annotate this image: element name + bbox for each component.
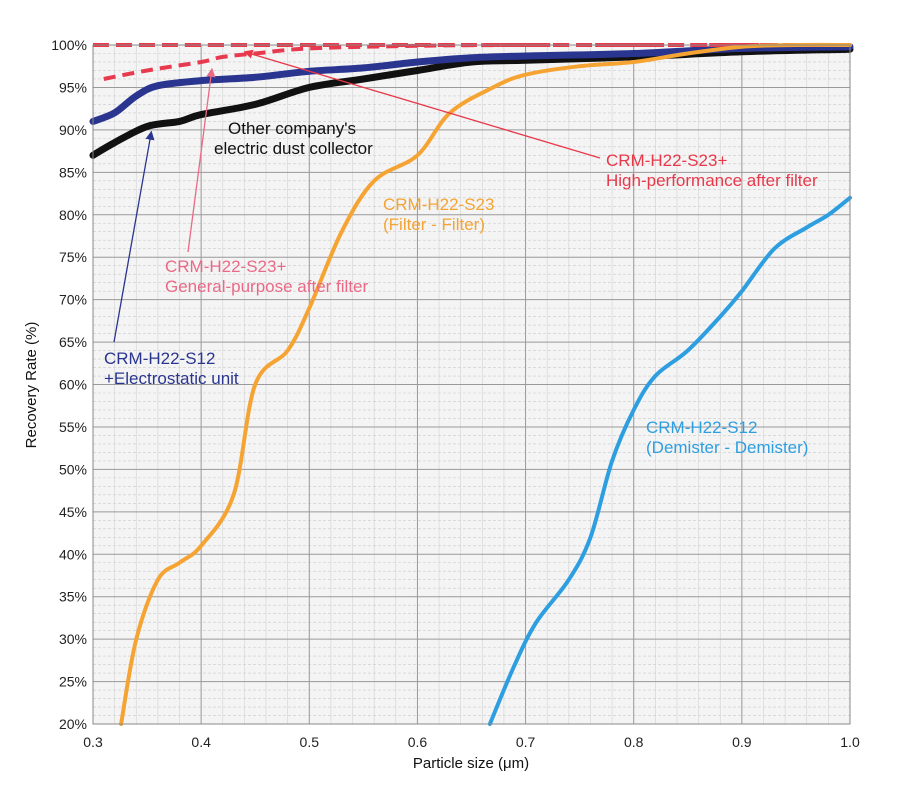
x-tick-label: 0.7 bbox=[516, 734, 536, 750]
annotation-dd-line-0: CRM-H22-S12 bbox=[646, 418, 757, 437]
y-tick-label: 55% bbox=[59, 419, 87, 435]
y-tick-label: 65% bbox=[59, 334, 87, 350]
annotation-ff-line-1: (Filter - Filter) bbox=[383, 215, 485, 234]
y-tick-label: 50% bbox=[59, 461, 87, 477]
x-axis-ticks: 0.3 0.4 0.5 0.6 0.7 0.8 0.9 1.0 bbox=[83, 734, 860, 750]
x-tick-label: 0.5 bbox=[300, 734, 320, 750]
annotation-other-line-0: Other company's bbox=[228, 119, 356, 138]
leader-electrostatic bbox=[113, 130, 155, 343]
annotation-gp-line-1: General-purpose after filter bbox=[165, 277, 368, 296]
leader-lines bbox=[113, 49, 601, 343]
annotation-es-line-1: +Electrostatic unit bbox=[104, 369, 239, 388]
x-tick-label: 0.8 bbox=[624, 734, 644, 750]
annotation-ff-line-0: CRM-H22-S23 bbox=[383, 195, 494, 214]
y-tick-label: 25% bbox=[59, 674, 87, 690]
x-tick-label: 1.0 bbox=[840, 734, 860, 750]
plot-border bbox=[92, 44, 851, 725]
annotation-es-line-0: CRM-H22-S12 bbox=[104, 349, 215, 368]
y-tick-label: 45% bbox=[59, 504, 87, 520]
y-tick-label: 75% bbox=[59, 249, 87, 265]
y-tick-label: 40% bbox=[59, 546, 87, 562]
series-line-5 bbox=[487, 195, 852, 726]
x-tick-label: 0.6 bbox=[408, 734, 428, 750]
x-tick-label: 0.3 bbox=[83, 734, 103, 750]
y-tick-label: 35% bbox=[59, 589, 87, 605]
y-tick-label: 20% bbox=[59, 716, 87, 732]
leader-high-performance bbox=[243, 49, 601, 159]
series-line-4 bbox=[119, 42, 852, 726]
x-tick-label: 0.9 bbox=[732, 734, 752, 750]
y-tick-label: 90% bbox=[59, 122, 87, 138]
y-tick-label: 30% bbox=[59, 631, 87, 647]
annotation-dd-line-1: (Demister - Demister) bbox=[646, 438, 808, 457]
annotation-other-line-1: electric dust collector bbox=[214, 139, 373, 158]
y-tick-label: 60% bbox=[59, 377, 87, 393]
y-tick-label: 100% bbox=[51, 37, 87, 53]
y-tick-label: 95% bbox=[59, 79, 87, 95]
x-axis-title: Particle size (μm) bbox=[413, 755, 529, 772]
y-axis-title: Recovery Rate (%) bbox=[23, 322, 40, 449]
annotation-hp-line-0: CRM-H22-S23+ bbox=[606, 151, 727, 170]
leader-general-purpose bbox=[187, 67, 216, 253]
x-tick-label: 0.4 bbox=[191, 734, 211, 750]
y-tick-label: 85% bbox=[59, 164, 87, 180]
y-tick-label: 70% bbox=[59, 292, 87, 308]
series-line-1 bbox=[89, 43, 854, 125]
annotation-gp-line-0: CRM-H22-S23+ bbox=[165, 257, 286, 276]
y-tick-label: 80% bbox=[59, 207, 87, 223]
y-axis-ticks: 20% 25% 30% 35% 40% 45% 50% 55% 60% 65% 70% 75% 80% 8… bbox=[51, 37, 87, 732]
major-gridlines bbox=[92, 44, 851, 725]
annotation-hp-line-1: High-performance after filter bbox=[606, 171, 818, 190]
